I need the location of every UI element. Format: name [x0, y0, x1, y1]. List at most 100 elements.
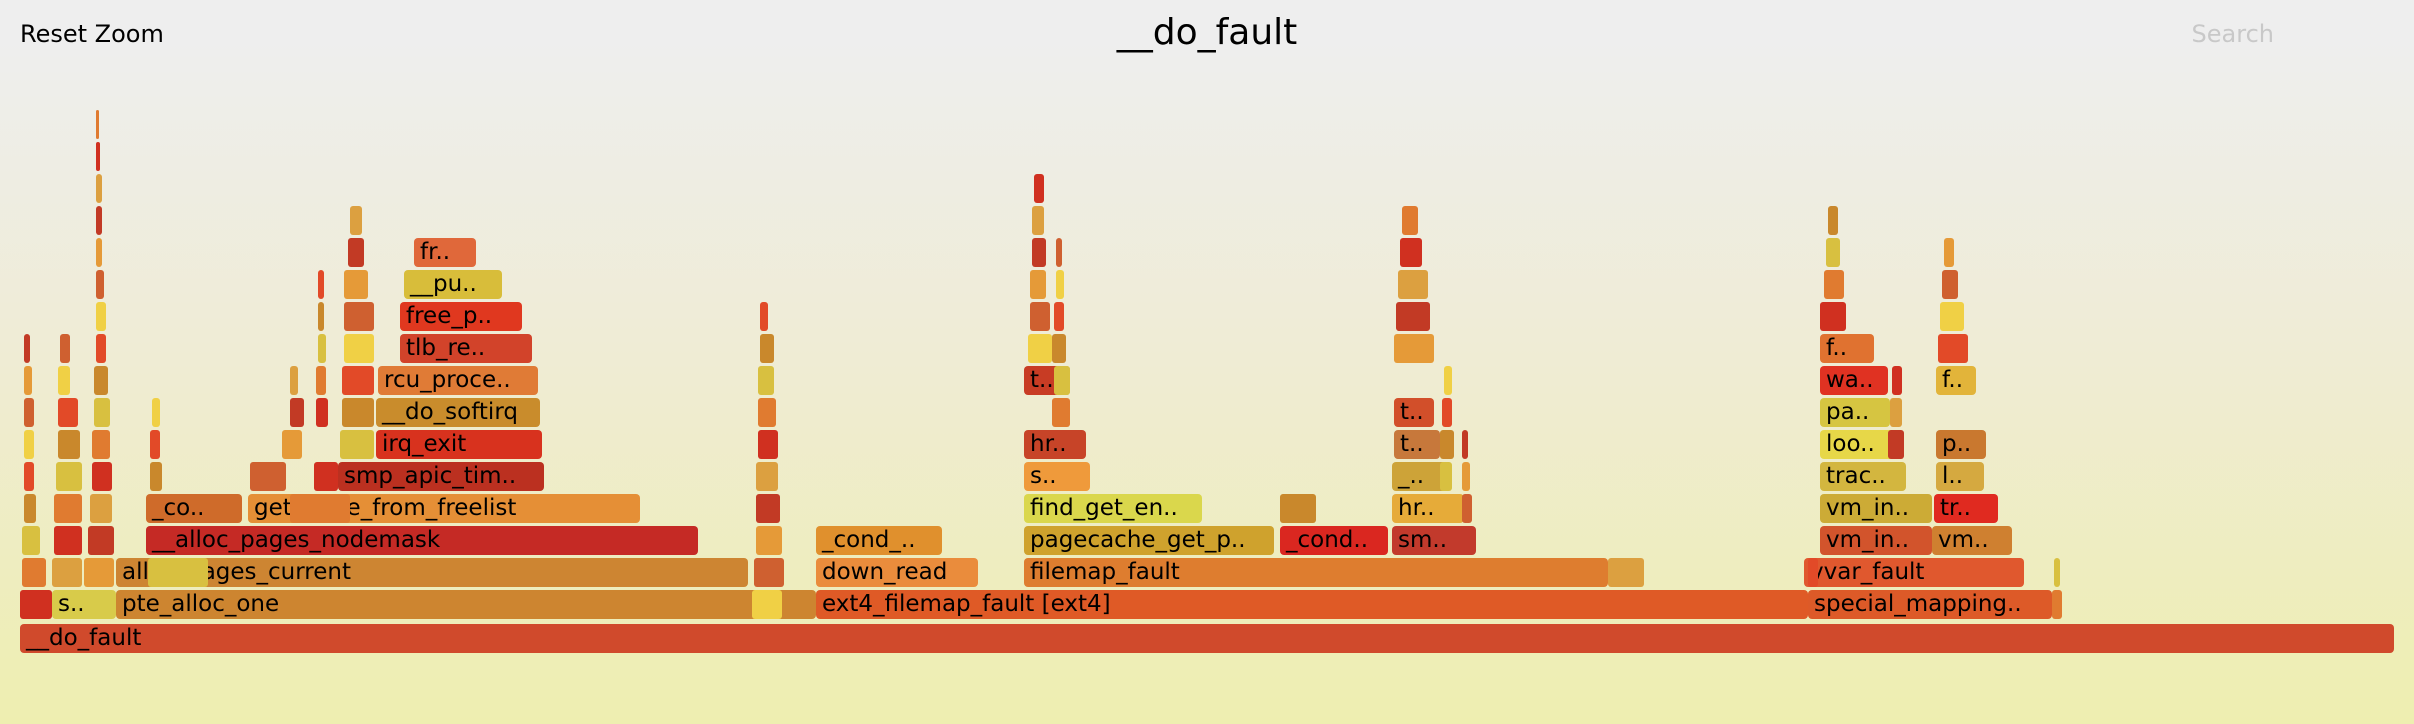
flame-unlabeled-frame[interactable] — [96, 142, 100, 171]
flame-frame-s-find[interactable]: s.. — [1024, 462, 1090, 491]
flame-unlabeled-frame[interactable] — [96, 110, 99, 139]
flame-unlabeled-frame[interactable] — [150, 430, 160, 459]
flame-unlabeled-frame[interactable] — [1942, 270, 1958, 299]
flame-unlabeled-frame[interactable] — [314, 462, 338, 491]
flame-unlabeled-frame[interactable] — [1054, 302, 1064, 331]
flame-unlabeled-frame[interactable] — [1890, 398, 1902, 427]
flame-frame-s-alloc[interactable]: s.. — [52, 590, 116, 619]
flame-frame-hr-find[interactable]: hr.. — [1024, 430, 1086, 459]
flame-unlabeled-frame[interactable] — [56, 462, 82, 491]
flame-unlabeled-frame[interactable] — [1444, 366, 1452, 395]
flame-frame-hr-2[interactable]: hr.. — [1392, 494, 1464, 523]
flame-frame-vvar-fault[interactable]: vvar_fault — [1804, 558, 2024, 587]
flame-unlabeled-frame[interactable] — [96, 174, 102, 203]
flame-unlabeled-frame[interactable] — [94, 398, 110, 427]
flame-unlabeled-frame[interactable] — [22, 526, 40, 555]
flame-frame-vm-3[interactable]: vm.. — [1932, 526, 2012, 555]
flame-frame-sm[interactable]: sm.. — [1392, 526, 1476, 555]
flame-unlabeled-frame[interactable] — [316, 366, 326, 395]
flame-unlabeled-frame[interactable] — [1938, 334, 1968, 363]
flame-frame-underscore[interactable]: _.. — [1392, 462, 1448, 491]
flame-frame-irq-exit[interactable]: irq_exit — [376, 430, 542, 459]
flame-unlabeled-frame[interactable] — [344, 302, 374, 331]
flame-unlabeled-frame[interactable] — [52, 558, 82, 587]
flame-unlabeled-frame[interactable] — [342, 398, 374, 427]
flame-unlabeled-frame[interactable] — [20, 590, 52, 619]
flame-unlabeled-frame[interactable] — [340, 430, 374, 459]
reset-zoom-button[interactable]: Reset Zoom — [20, 20, 164, 48]
flame-unlabeled-frame[interactable] — [1888, 430, 1904, 459]
flame-unlabeled-frame[interactable] — [58, 398, 78, 427]
flame-unlabeled-frame[interactable] — [1032, 238, 1046, 267]
flame-frame-vm-in-2[interactable]: vm_in.. — [1820, 494, 1932, 523]
flame-unlabeled-frame[interactable] — [1280, 494, 1316, 523]
flame-unlabeled-frame[interactable] — [756, 526, 782, 555]
flame-frame-co[interactable]: _co.. — [146, 494, 242, 523]
flame-unlabeled-frame[interactable] — [1462, 494, 1472, 523]
flame-frame-pte-alloc-one[interactable]: pte_alloc_one — [116, 590, 816, 619]
flame-frame-f-2[interactable]: f.. — [1936, 366, 1976, 395]
flame-unlabeled-frame[interactable] — [752, 590, 782, 619]
flame-unlabeled-frame[interactable] — [1440, 430, 1454, 459]
flame-unlabeled-frame[interactable] — [96, 302, 106, 331]
flame-unlabeled-frame[interactable] — [1892, 366, 1902, 395]
flame-unlabeled-frame[interactable] — [754, 558, 784, 587]
flame-frame-pa[interactable]: pa.. — [1820, 398, 1890, 427]
flame-frame-ext4-filemap-fault[interactable]: ext4_filemap_fault [ext4] — [816, 590, 1808, 619]
flame-frame-smp-apic-tim[interactable]: smp_apic_tim.. — [338, 462, 544, 491]
flame-unlabeled-frame[interactable] — [1400, 238, 1422, 267]
flame-unlabeled-frame[interactable] — [1442, 398, 1452, 427]
flame-frame-find-get-en[interactable]: find_get_en.. — [1024, 494, 1202, 523]
flame-frame-vm-in-1[interactable]: vm_in.. — [1820, 526, 1932, 555]
flame-unlabeled-frame[interactable] — [24, 366, 32, 395]
flame-unlabeled-frame[interactable] — [1462, 430, 1468, 459]
flame-unlabeled-frame[interactable] — [1944, 238, 1954, 267]
flame-frame-tr[interactable]: tr.. — [1934, 494, 1998, 523]
flame-frame-alloc-pages-current[interactable]: alloc_pages_current — [116, 558, 748, 587]
flame-unlabeled-frame[interactable] — [350, 206, 362, 235]
flame-frame-tlb-re[interactable]: tlb_re.. — [400, 334, 532, 363]
flame-unlabeled-frame[interactable] — [756, 494, 780, 523]
flame-unlabeled-frame[interactable] — [758, 366, 774, 395]
flame-unlabeled-frame[interactable] — [250, 462, 286, 491]
flame-unlabeled-frame[interactable] — [1056, 270, 1064, 299]
flame-unlabeled-frame[interactable] — [60, 334, 70, 363]
flame-frame-l[interactable]: l.. — [1936, 462, 1984, 491]
flame-unlabeled-frame[interactable] — [318, 334, 326, 363]
flame-frame-t-2[interactable]: t.. — [1394, 430, 1440, 459]
flame-unlabeled-frame[interactable] — [318, 302, 324, 331]
flame-unlabeled-frame[interactable] — [760, 334, 774, 363]
flame-unlabeled-frame[interactable] — [1396, 302, 1430, 331]
flame-unlabeled-frame[interactable] — [760, 302, 768, 331]
flame-unlabeled-frame[interactable] — [1028, 334, 1052, 363]
flame-unlabeled-frame[interactable] — [344, 334, 374, 363]
flame-unlabeled-frame[interactable] — [92, 430, 110, 459]
flame-frame-wa[interactable]: wa.. — [1820, 366, 1888, 395]
flame-unlabeled-frame[interactable] — [150, 462, 162, 491]
flame-unlabeled-frame[interactable] — [758, 430, 778, 459]
flame-unlabeled-frame[interactable] — [24, 430, 34, 459]
flame-unlabeled-frame[interactable] — [344, 270, 368, 299]
flame-unlabeled-frame[interactable] — [342, 366, 374, 395]
flame-unlabeled-frame[interactable] — [290, 366, 298, 395]
flame-unlabeled-frame[interactable] — [758, 398, 776, 427]
flame-unlabeled-frame[interactable] — [1394, 334, 1434, 363]
flame-unlabeled-frame[interactable] — [1608, 558, 1644, 587]
flame-frame-cond-2[interactable]: _cond.. — [1280, 526, 1388, 555]
flame-unlabeled-frame[interactable] — [1440, 462, 1452, 491]
flame-unlabeled-frame[interactable] — [22, 558, 46, 587]
flame-frame-filemap-fault[interactable]: filemap_fault — [1024, 558, 1608, 587]
flame-unlabeled-frame[interactable] — [348, 238, 364, 267]
flame-unlabeled-frame[interactable] — [290, 494, 350, 523]
flame-frame-alloc-pages-nodemask[interactable]: __alloc_pages_nodemask — [146, 526, 698, 555]
flame-unlabeled-frame[interactable] — [96, 334, 106, 363]
flame-unlabeled-frame[interactable] — [148, 558, 208, 587]
flame-unlabeled-frame[interactable] — [1056, 238, 1062, 267]
flame-unlabeled-frame[interactable] — [1820, 302, 1846, 331]
flame-frame-p[interactable]: p.. — [1936, 430, 1986, 459]
flame-unlabeled-frame[interactable] — [1398, 270, 1428, 299]
flame-frame-t-3[interactable]: t.. — [1394, 398, 1434, 427]
flame-unlabeled-frame[interactable] — [282, 430, 302, 459]
flame-unlabeled-frame[interactable] — [94, 366, 108, 395]
flame-frame-pagecache-get-p[interactable]: pagecache_get_p.. — [1024, 526, 1274, 555]
